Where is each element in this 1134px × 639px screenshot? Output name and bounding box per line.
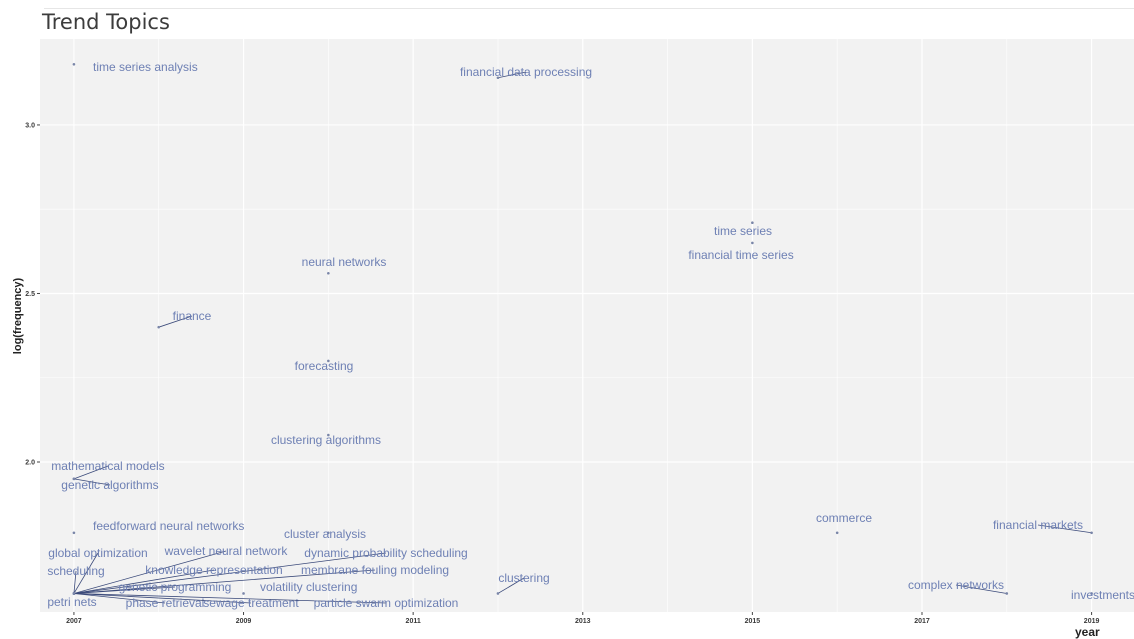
- leader-line: [73, 550, 227, 594]
- x-axis-label: year: [1075, 625, 1100, 639]
- x-tick-label: 2015: [745, 618, 761, 625]
- point-label: mathematical models: [51, 459, 164, 473]
- point-label: wavelet neural network: [164, 544, 289, 558]
- point-label: petri nets: [47, 595, 96, 609]
- point-label: finance: [173, 309, 212, 323]
- point-label: feedforward neural networks: [93, 519, 244, 533]
- leader-line: [497, 71, 527, 79]
- x-tick-label: 2017: [914, 618, 930, 625]
- point-label: scheduling: [47, 564, 104, 578]
- y-tick-label: 2.5: [25, 291, 35, 298]
- leader-line: [497, 577, 525, 594]
- data-point: [751, 221, 754, 224]
- data-point: [72, 477, 76, 481]
- data-point: [327, 433, 330, 437]
- point-label: financial markets: [993, 518, 1083, 532]
- data-point: [496, 592, 500, 595]
- point-label: membrane fouling modeling: [301, 563, 449, 577]
- data-point: [751, 241, 754, 245]
- data-point: [72, 531, 76, 535]
- point-label: complex networks: [908, 578, 1004, 592]
- point-label: dynamic probability scheduling: [304, 546, 467, 560]
- point-label: volatility clustering: [260, 580, 357, 594]
- data-point: [327, 271, 330, 275]
- point-label: genetic algorithms: [61, 478, 158, 492]
- x-tick-label: 2011: [406, 618, 421, 625]
- data-point: [1005, 592, 1009, 595]
- data-point: [1090, 592, 1093, 595]
- leader-line: [73, 570, 77, 594]
- point-label: knowledge representation: [145, 563, 282, 577]
- point-label: clustering: [498, 571, 549, 585]
- leader-line: [158, 315, 193, 328]
- point-label: commerce: [816, 511, 872, 525]
- top-rule: [44, 8, 1134, 9]
- point-label: clustering algorithms: [271, 433, 381, 447]
- data-point: [242, 592, 245, 595]
- point-label: investments: [1071, 588, 1134, 602]
- x-tick-label: 2013: [575, 618, 591, 625]
- leader-line: [73, 465, 109, 480]
- data-point: [835, 531, 839, 535]
- point-label: particle swarm optimization: [314, 596, 459, 610]
- point-label: global optimization: [48, 546, 147, 560]
- data-point: [327, 359, 330, 363]
- point-label: time series analysis: [93, 60, 198, 74]
- data-point: [72, 592, 76, 595]
- plot-panel: [40, 39, 1134, 612]
- chart-title: Trend Topics: [42, 10, 170, 34]
- leader-line: [73, 586, 176, 594]
- y-tick-label: 2.0: [25, 460, 35, 467]
- data-point: [327, 531, 330, 535]
- data-point: [72, 62, 76, 66]
- data-point: [496, 76, 500, 80]
- data-point: [157, 325, 161, 329]
- data-point: [1090, 531, 1093, 535]
- point-label: time series: [714, 224, 772, 238]
- leader-line: [73, 478, 111, 486]
- leader-line: [955, 584, 1007, 594]
- point-label: genetic programming: [119, 580, 232, 594]
- point-label: cluster analysis: [284, 527, 366, 541]
- leader-line: [73, 593, 252, 604]
- leader-line: [73, 569, 376, 594]
- point-label: neural networks: [302, 255, 387, 269]
- leader-line: [73, 569, 215, 594]
- x-tick-label: 2007: [66, 618, 82, 625]
- point-label: financial data processing: [460, 65, 592, 79]
- x-tick-label: 2009: [236, 618, 252, 625]
- leader-line: [73, 593, 166, 604]
- leader-line: [73, 593, 387, 604]
- y-tick-label: 3.0: [25, 122, 35, 129]
- leader-line: [73, 552, 99, 594]
- point-label: forecasting: [295, 359, 354, 373]
- x-tick-label: 2019: [1084, 618, 1100, 625]
- point-label: financial time series: [688, 248, 793, 262]
- leader-line: [1037, 524, 1092, 534]
- leader-line: [73, 552, 387, 594]
